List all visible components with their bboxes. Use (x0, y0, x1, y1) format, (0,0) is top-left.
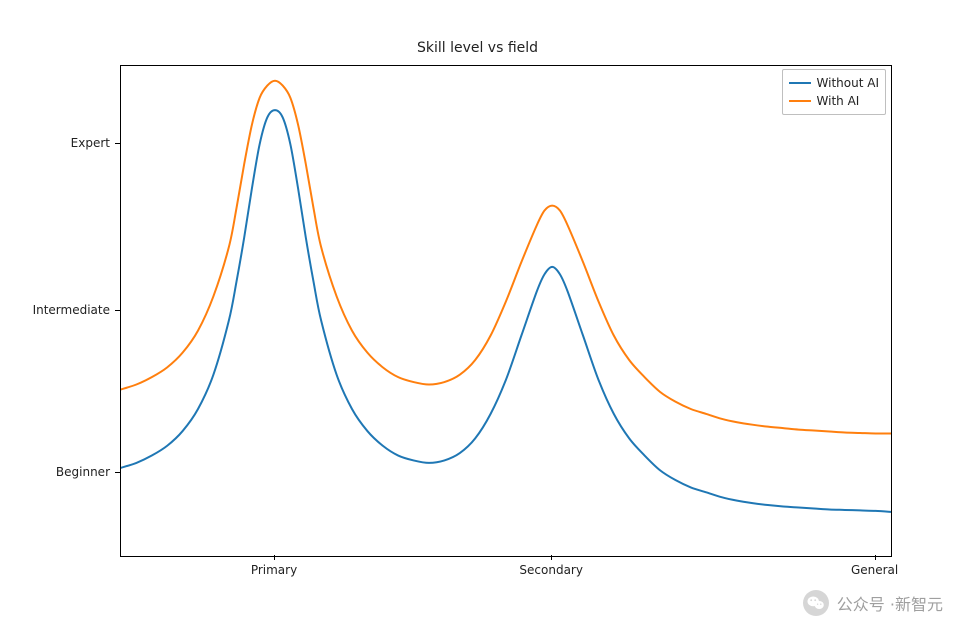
legend-label: Without AI (817, 76, 879, 90)
x-tick-mark (875, 555, 876, 560)
x-tick-label: Primary (251, 563, 297, 577)
watermark-name: 新智元 (895, 591, 943, 615)
y-tick-mark (115, 472, 120, 473)
legend-entry: With AI (789, 92, 879, 110)
figure: Skill level vs field Beginner Intermediat… (0, 0, 955, 626)
series-line-0 (121, 110, 891, 512)
watermark: 公众号 · 新智元 (803, 590, 943, 616)
legend-label: With AI (817, 94, 860, 108)
watermark-prefix: 公众号 · (837, 591, 895, 615)
wechat-icon (803, 590, 829, 616)
y-tick-label: Expert (71, 136, 110, 150)
y-tick-label: Intermediate (33, 303, 110, 317)
x-tick-label: General (851, 563, 898, 577)
chart-legend: Without AI With AI (782, 69, 886, 115)
y-tick-label: Beginner (56, 465, 110, 479)
y-tick-mark (115, 310, 120, 311)
legend-swatch (789, 100, 811, 102)
legend-swatch (789, 82, 811, 84)
x-tick-mark (551, 555, 552, 560)
chart-plot-area (121, 66, 891, 556)
x-tick-mark (274, 555, 275, 560)
chart-axes (120, 65, 892, 557)
legend-entry: Without AI (789, 74, 879, 92)
y-tick-mark (115, 143, 120, 144)
chart-title: Skill level vs field (0, 40, 955, 56)
x-tick-label: Secondary (519, 563, 583, 577)
